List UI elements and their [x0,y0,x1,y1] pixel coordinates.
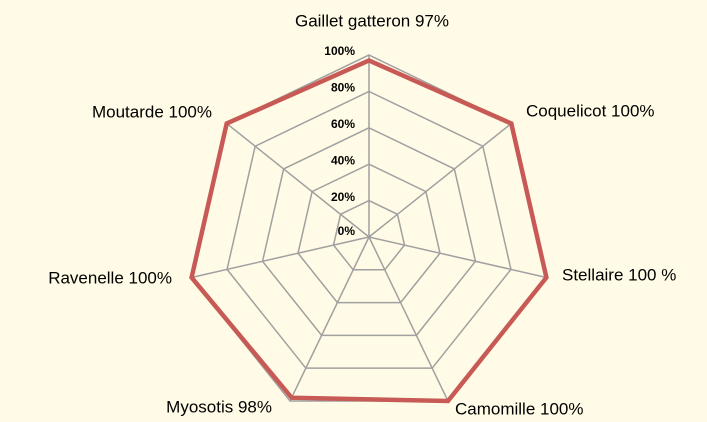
spoke [191,236,370,279]
category-label: Ravenelle 100% [48,268,172,287]
tick-label: 20% [331,190,355,204]
tick-label: 40% [331,153,355,167]
grid-ring [226,90,512,369]
category-label: Stellaire 100 % [562,265,676,284]
tick-label: 0% [338,224,356,238]
tick-label: 100% [324,44,355,58]
spoke [368,122,512,238]
category-label: Coquelicot 100% [526,101,655,120]
tick-label: 60% [331,117,355,131]
spoke [368,236,449,402]
spoke [368,236,547,279]
data-line [189,58,549,404]
grid-ring [261,126,477,337]
grid-ring [297,163,441,304]
category-label: Myosotis 98% [166,397,272,416]
spoke [226,122,370,238]
grid-ring [332,199,406,271]
tick-label: 80% [331,81,355,95]
category-label: Camomille 100% [455,399,584,418]
category-label: Moutarde 100% [92,102,212,121]
spoke [289,236,370,402]
category-label: Gaillet gatteron 97% [295,11,449,30]
